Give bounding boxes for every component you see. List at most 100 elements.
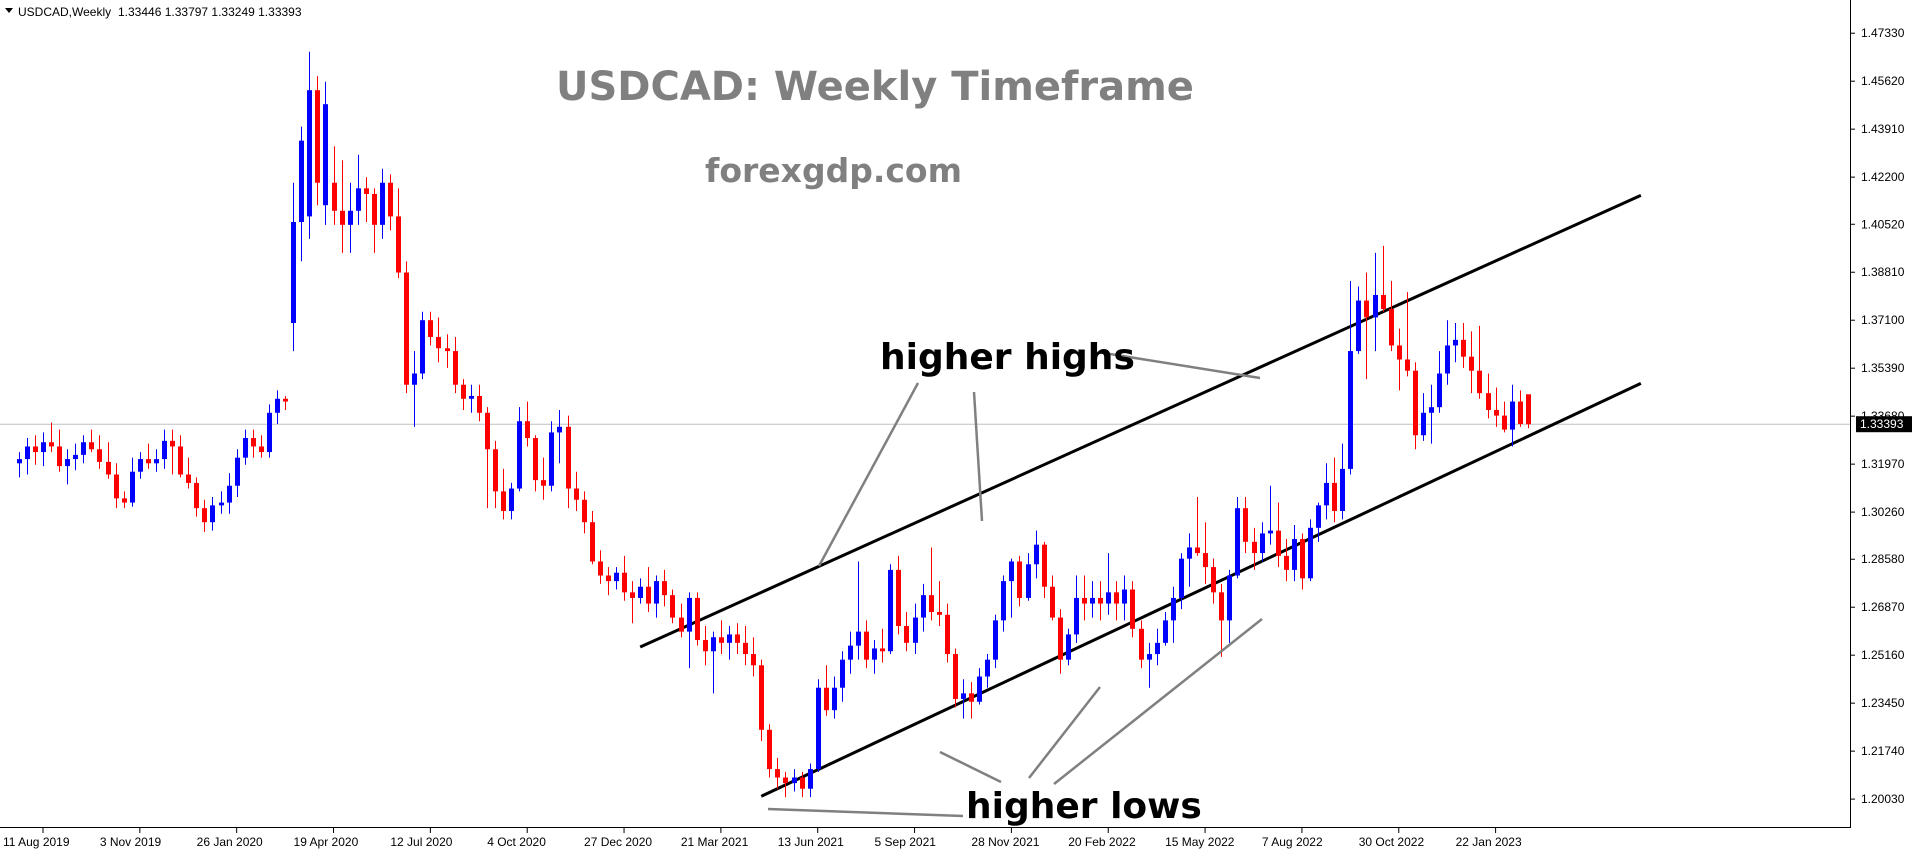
candle-body bbox=[323, 104, 328, 206]
candle bbox=[1300, 533, 1305, 590]
price-tick-label: 1.23450 bbox=[1861, 696, 1905, 710]
candle-body bbox=[1082, 597, 1087, 604]
candle-body bbox=[420, 320, 425, 374]
candle-body bbox=[679, 617, 684, 632]
candle bbox=[1243, 496, 1248, 554]
candle bbox=[969, 682, 974, 719]
candle bbox=[1034, 530, 1039, 579]
price-tick-label: 1.37100 bbox=[1861, 313, 1905, 327]
candle-body bbox=[477, 395, 482, 413]
time-tick-label: 11 Aug 2019 bbox=[3, 835, 70, 849]
candle bbox=[1308, 519, 1313, 582]
candle-body bbox=[267, 412, 272, 453]
candle-body bbox=[445, 348, 450, 352]
price-tick-label: 1.38810 bbox=[1861, 265, 1905, 279]
time-tick-label: 13 Jun 2021 bbox=[778, 835, 844, 849]
candle bbox=[445, 334, 450, 368]
candle bbox=[259, 435, 264, 458]
candle-body bbox=[614, 572, 619, 582]
symbol-label[interactable]: USDCAD,Weekly bbox=[18, 5, 111, 19]
candle-body bbox=[856, 631, 861, 646]
candle-body bbox=[598, 561, 603, 576]
candle-body bbox=[541, 480, 546, 486]
candle bbox=[1510, 384, 1515, 447]
candle bbox=[1276, 502, 1281, 568]
candle-body bbox=[89, 442, 94, 450]
candle bbox=[1106, 553, 1111, 615]
candle bbox=[1413, 362, 1418, 450]
price-tick-label: 1.35390 bbox=[1861, 361, 1905, 375]
time-tick-label: 21 Mar 2021 bbox=[681, 835, 749, 849]
candle bbox=[1477, 325, 1482, 399]
time-tick-label: 27 Dec 2020 bbox=[584, 835, 652, 849]
candle-body bbox=[1066, 634, 1071, 660]
candle bbox=[1098, 581, 1103, 621]
candle bbox=[461, 379, 466, 410]
time-tick-label: 5 Sep 2021 bbox=[875, 835, 937, 849]
candle-body bbox=[1292, 539, 1297, 570]
annotation-pointer bbox=[972, 391, 984, 522]
candle-body bbox=[251, 438, 256, 447]
candle-body bbox=[921, 595, 926, 618]
candle bbox=[1195, 496, 1200, 556]
candle-body bbox=[259, 446, 264, 453]
candle-body bbox=[25, 446, 30, 460]
candle-body bbox=[622, 572, 627, 593]
candle-body bbox=[291, 222, 296, 324]
candle bbox=[33, 435, 38, 465]
candle bbox=[1163, 611, 1168, 646]
candle bbox=[1364, 272, 1369, 380]
candle bbox=[251, 429, 256, 458]
candle-body bbox=[549, 432, 554, 486]
candle-body bbox=[396, 216, 401, 273]
candle bbox=[227, 473, 232, 514]
candle-body bbox=[1397, 345, 1402, 360]
candle-body bbox=[1437, 373, 1442, 408]
candle-body bbox=[1042, 544, 1047, 587]
candle bbox=[1373, 252, 1378, 352]
candle bbox=[25, 438, 30, 475]
candle-body bbox=[388, 182, 393, 217]
candle-body bbox=[1332, 482, 1337, 511]
candle bbox=[315, 76, 320, 206]
time-tick-label: 26 Jan 2020 bbox=[197, 835, 263, 849]
candle-body bbox=[937, 611, 942, 615]
candle bbox=[307, 51, 312, 239]
candle-body bbox=[1260, 533, 1265, 554]
chart-subtitle: forexgdp.com bbox=[705, 151, 962, 190]
candle bbox=[396, 188, 401, 279]
candle bbox=[1139, 620, 1144, 669]
candle bbox=[1284, 539, 1289, 582]
candle-body bbox=[1494, 409, 1499, 416]
candle bbox=[1227, 569, 1232, 643]
candle-body bbox=[501, 491, 506, 511]
candle bbox=[921, 583, 926, 632]
candle-body bbox=[1235, 508, 1240, 576]
candle-body bbox=[65, 459, 70, 467]
candle bbox=[929, 547, 934, 621]
candle bbox=[162, 429, 167, 469]
candle-body bbox=[340, 210, 345, 225]
candle bbox=[896, 555, 901, 635]
candle-body bbox=[896, 569, 901, 627]
candle bbox=[1017, 555, 1022, 607]
candle bbox=[170, 429, 175, 475]
candle bbox=[598, 550, 603, 584]
candle bbox=[840, 651, 845, 702]
candle bbox=[114, 463, 119, 509]
candle-body bbox=[348, 210, 353, 225]
candle bbox=[1405, 292, 1410, 377]
candle-body bbox=[662, 581, 667, 596]
candle-body bbox=[1381, 294, 1386, 309]
symbol-dropdown-icon[interactable] bbox=[5, 8, 13, 13]
candle bbox=[961, 679, 966, 719]
candle-body bbox=[711, 637, 716, 652]
candle-body bbox=[840, 659, 845, 688]
candle bbox=[1203, 522, 1208, 584]
candle bbox=[1082, 575, 1087, 621]
candle bbox=[154, 449, 159, 472]
candle bbox=[703, 626, 708, 666]
candle bbox=[1219, 583, 1224, 657]
candle-body bbox=[638, 586, 643, 598]
candle-body bbox=[1502, 415, 1507, 430]
